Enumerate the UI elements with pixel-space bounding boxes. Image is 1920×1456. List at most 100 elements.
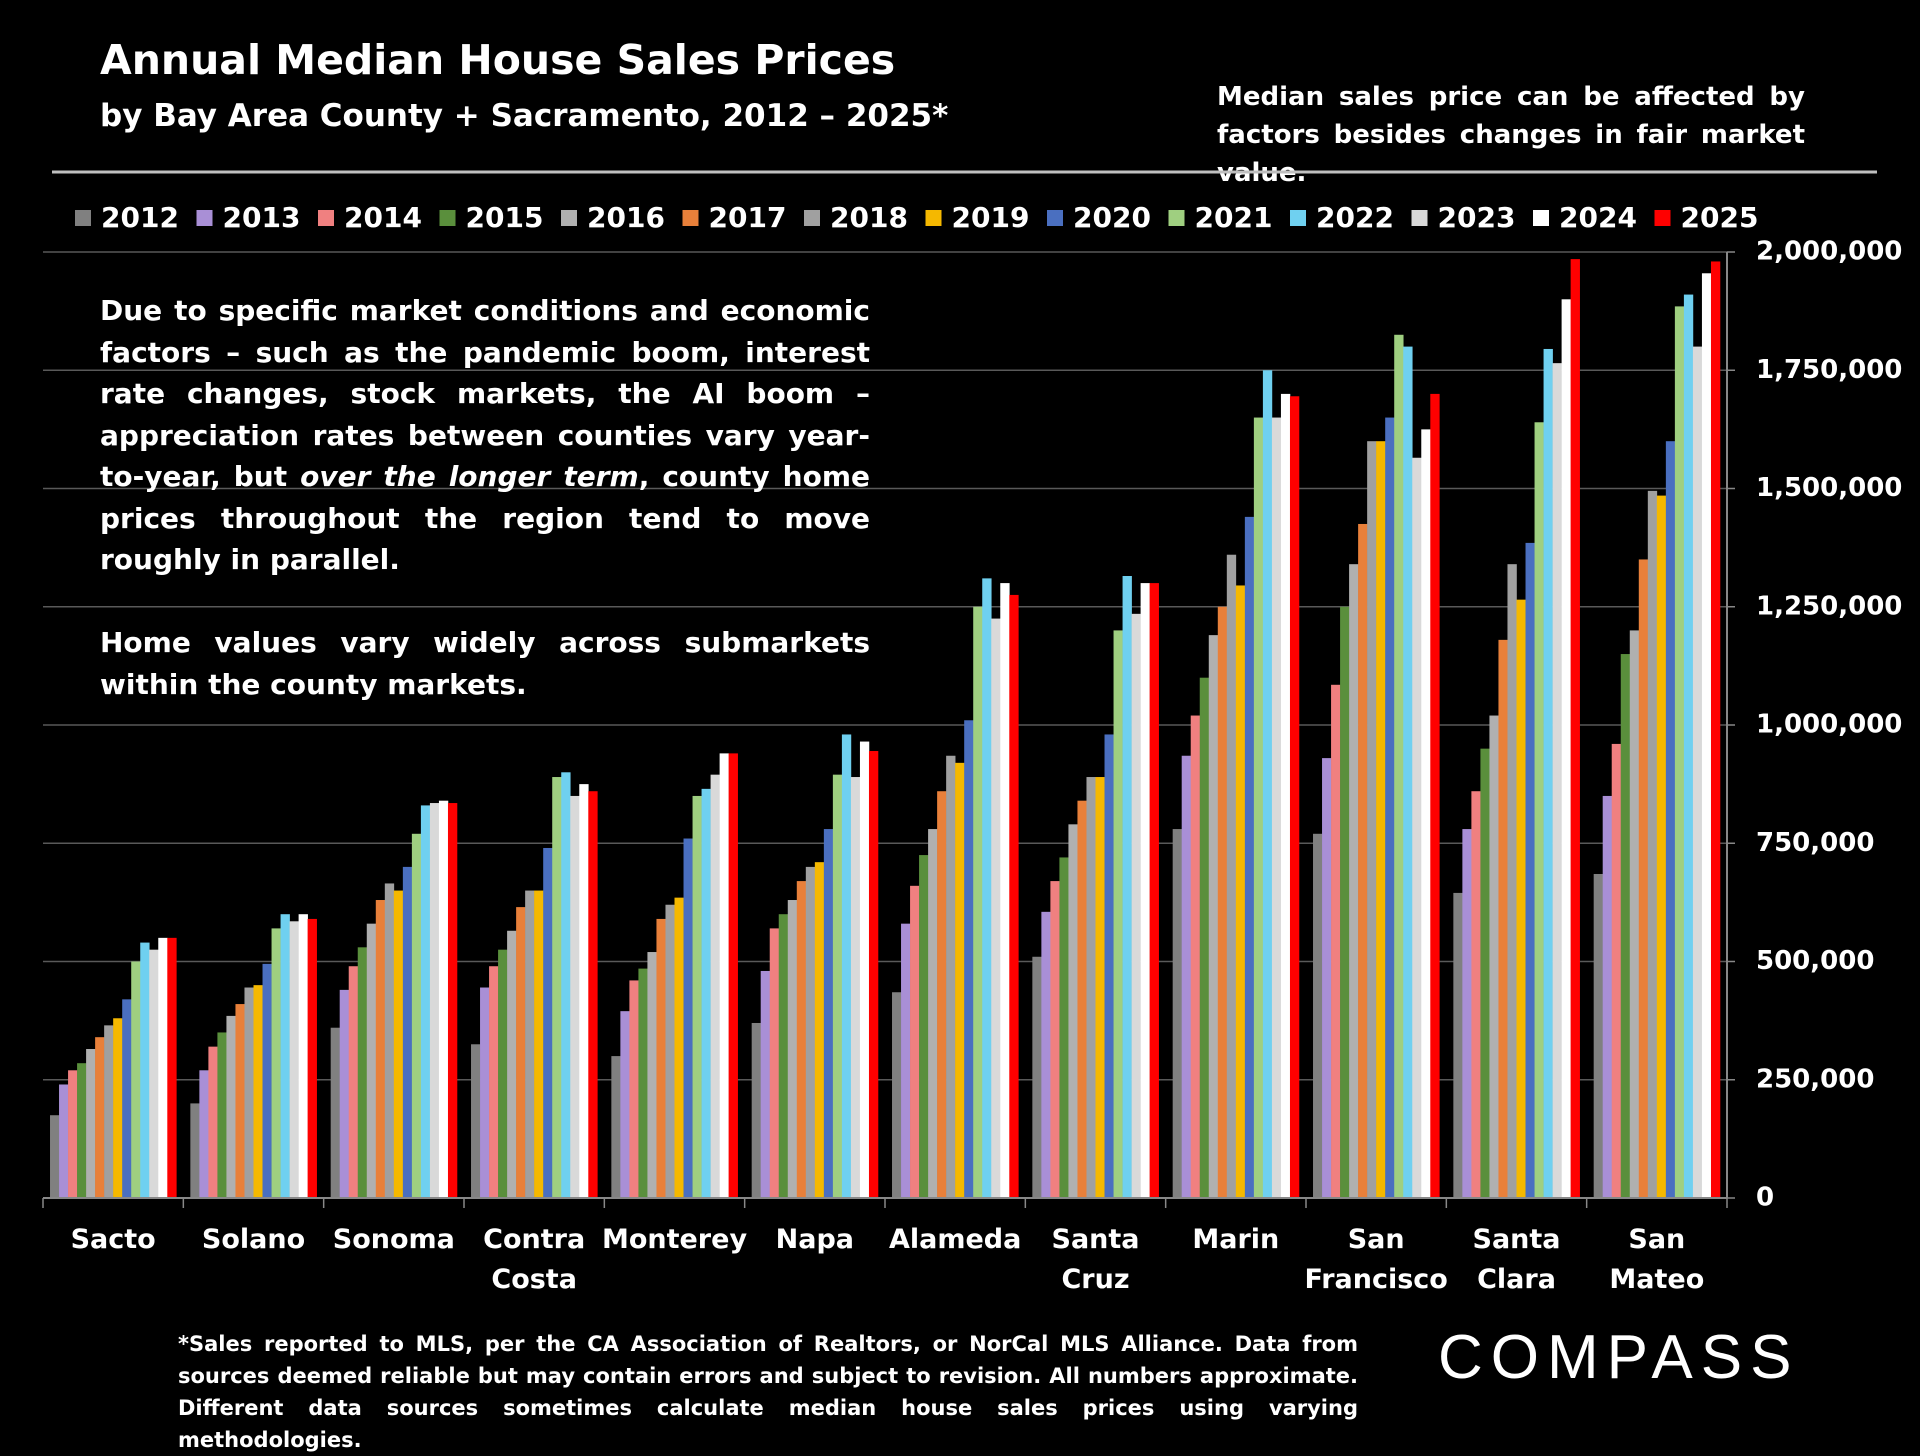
bar <box>647 952 657 1198</box>
bar <box>1516 599 1526 1198</box>
bar <box>1498 639 1508 1198</box>
bar <box>1701 273 1712 1198</box>
x-tick-label: Santa Clara <box>1472 1224 1561 1295</box>
x-tick-label: Marin <box>1192 1224 1280 1255</box>
bar <box>1683 294 1694 1198</box>
bar <box>710 774 720 1198</box>
bar <box>1376 441 1386 1198</box>
bar <box>1543 348 1553 1199</box>
bar <box>1208 635 1219 1198</box>
bar <box>910 885 920 1198</box>
bar <box>796 881 807 1198</box>
legend-swatch <box>439 210 456 226</box>
y-tick-label: 750,000 <box>1756 828 1874 858</box>
bar <box>244 987 254 1198</box>
bar <box>158 937 168 1198</box>
bar <box>59 1084 69 1198</box>
bar <box>805 866 816 1198</box>
bar <box>1095 777 1105 1198</box>
bar <box>561 772 571 1198</box>
bar <box>1077 800 1087 1198</box>
bar <box>1489 715 1499 1198</box>
x-tick-label: Sacto <box>70 1224 156 1255</box>
bar <box>683 838 693 1198</box>
bar <box>1059 857 1069 1198</box>
bar <box>1394 334 1404 1198</box>
legend-label: 2025 <box>1681 201 1759 234</box>
bar <box>1149 583 1159 1198</box>
legend-label: 2012 <box>101 201 179 234</box>
legend-label: 2023 <box>1438 201 1516 234</box>
legend-label: 2024 <box>1559 201 1637 234</box>
legend-swatch <box>1411 210 1428 226</box>
bar <box>1665 441 1676 1198</box>
bar <box>330 1027 341 1198</box>
bar <box>199 1070 209 1198</box>
bar <box>823 829 834 1198</box>
x-tick-label: San Francisco <box>1304 1224 1448 1295</box>
annotation-paragraph: Due to specific market conditions and ec… <box>100 290 870 581</box>
bar <box>1421 429 1431 1198</box>
annotation-paragraph: Home values vary widely across submarket… <box>100 622 870 705</box>
bar <box>298 914 308 1198</box>
bar <box>892 992 902 1198</box>
bar <box>1226 554 1237 1198</box>
bar <box>1009 594 1019 1198</box>
bar <box>719 753 729 1198</box>
bar <box>674 897 684 1198</box>
bar <box>1656 495 1667 1199</box>
bar <box>1525 542 1535 1198</box>
bar <box>253 985 263 1198</box>
bar <box>1620 654 1631 1198</box>
annotation-text: Home values vary widely across submarket… <box>100 626 870 701</box>
bar <box>217 1032 227 1198</box>
bar <box>620 1011 630 1198</box>
bar <box>841 734 852 1198</box>
y-tick-label: 2,000,000 <box>1756 237 1902 267</box>
bar <box>307 918 317 1198</box>
bar <box>384 883 395 1198</box>
legend-swatch <box>1290 210 1306 226</box>
legend-label: 2014 <box>344 201 422 234</box>
legend-swatch <box>1047 210 1063 226</box>
bar <box>1692 346 1703 1199</box>
bar <box>393 890 404 1198</box>
bar <box>167 937 177 1198</box>
bar <box>1322 758 1332 1198</box>
bar <box>751 1022 762 1198</box>
bar <box>570 795 580 1198</box>
bar <box>946 755 956 1198</box>
bar <box>1262 370 1273 1198</box>
bar <box>402 866 413 1198</box>
legend-label: 2013 <box>223 201 301 234</box>
bar <box>1104 734 1114 1198</box>
legend-swatch <box>804 210 820 226</box>
bar <box>543 847 553 1198</box>
bar <box>1199 677 1210 1198</box>
bar <box>1131 613 1141 1198</box>
bar <box>832 774 843 1198</box>
bar <box>982 578 992 1198</box>
y-tick-label: 250,000 <box>1756 1064 1874 1094</box>
x-tick-label: Santa Cruz <box>1051 1224 1140 1295</box>
annotation-text: , county home prices throughout the regi… <box>100 460 871 576</box>
bar <box>1313 833 1323 1198</box>
legend-swatch <box>1533 210 1549 226</box>
chart-title: Annual Median House Sales Prices <box>100 36 896 84</box>
legend-label: 2015 <box>466 201 544 234</box>
bar <box>1349 564 1359 1198</box>
legend-swatch <box>318 210 334 226</box>
bar <box>814 862 825 1198</box>
bar <box>190 1103 200 1198</box>
bar <box>1041 911 1051 1198</box>
legend-label: 2018 <box>830 201 908 234</box>
bar <box>507 930 517 1198</box>
bar <box>1367 441 1377 1198</box>
bar <box>289 921 299 1198</box>
bar <box>1289 396 1300 1198</box>
bar <box>339 989 350 1198</box>
bar <box>1593 873 1604 1198</box>
bar <box>1000 583 1010 1198</box>
bar <box>937 791 947 1198</box>
